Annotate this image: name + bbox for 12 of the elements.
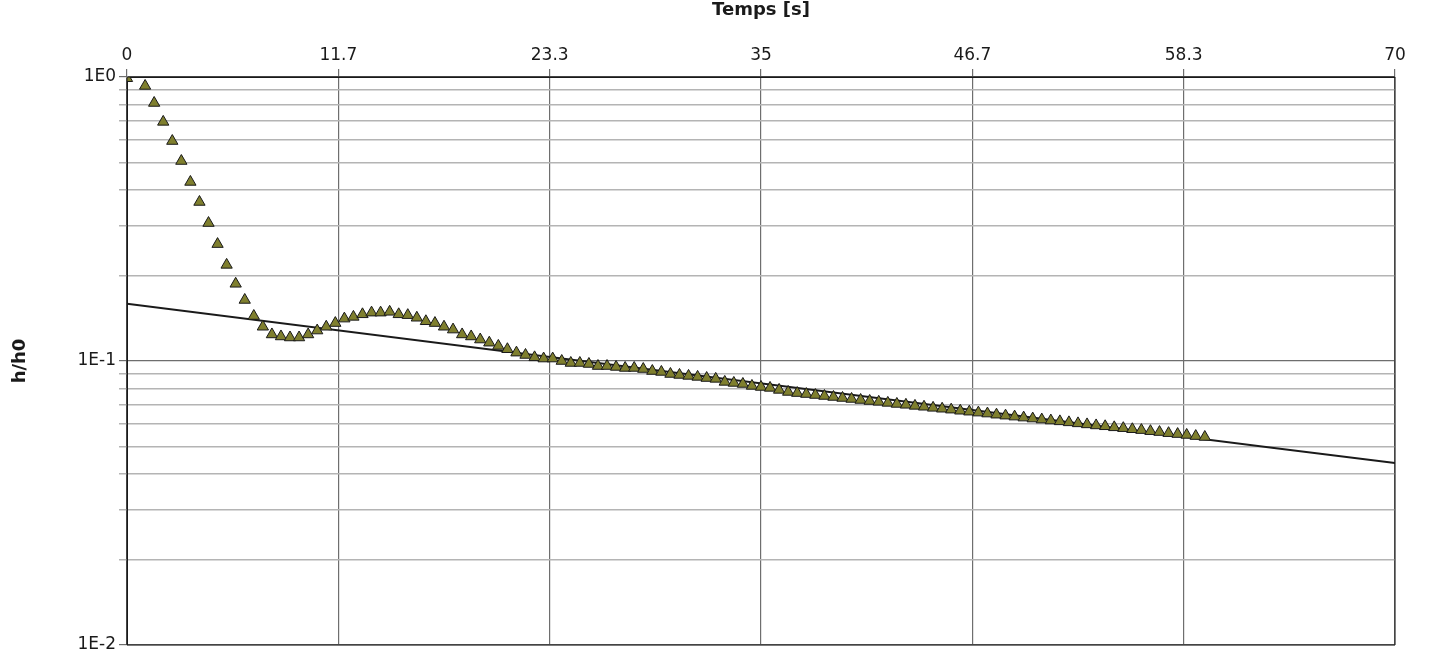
y-tick-label: 1E0: [83, 65, 116, 86]
x-tick-label: 11.7: [319, 44, 358, 65]
x-tick-label: 46.7: [953, 44, 992, 65]
x-tick-label: 58.3: [1164, 44, 1203, 65]
x-tick-label: 70: [1384, 44, 1406, 65]
y-tick-label: 1E-1: [77, 349, 116, 370]
x-tick-label: 35: [750, 44, 772, 65]
x-tick-label: 23.3: [530, 44, 569, 65]
y-tick-label: 1E-2: [77, 633, 116, 654]
x-tick-label: 0: [121, 44, 133, 65]
x-axis-title: Temps [s]: [712, 0, 810, 20]
y-axis-title: h/h0: [8, 338, 30, 384]
